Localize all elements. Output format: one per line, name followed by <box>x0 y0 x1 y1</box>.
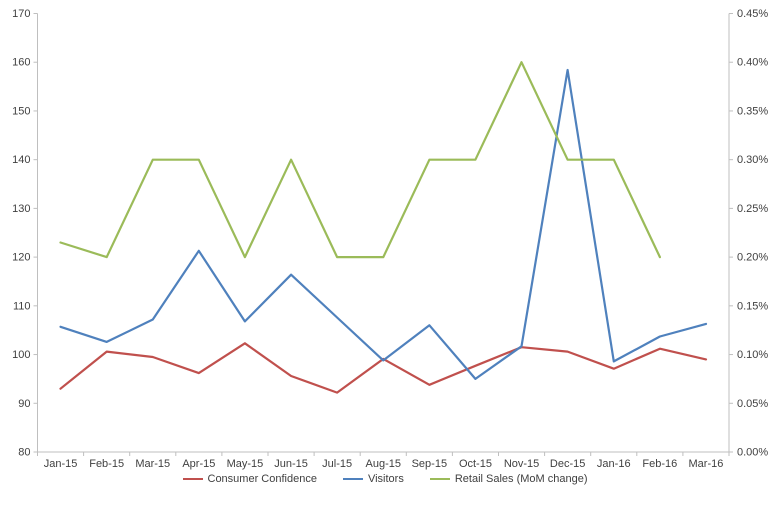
y-right-tick-label: 0.05% <box>737 398 768 410</box>
x-axis-label: Feb-15 <box>89 458 124 470</box>
legend-label: Retail Sales (MoM change) <box>454 473 588 485</box>
x-axis-label: May-15 <box>227 458 264 470</box>
y-right-tick-label: 0.15% <box>737 300 768 312</box>
legend-label: Visitors <box>367 473 404 485</box>
y-right-tick-label: 0.25% <box>737 203 768 215</box>
legend-line-swatch <box>342 478 363 480</box>
x-axis-label: Dec-15 <box>550 458 585 470</box>
x-axis-label: Mar-15 <box>135 458 170 470</box>
series-lines <box>59 61 708 394</box>
y-left-tick-label: 150 <box>12 105 30 117</box>
legend-line-swatch <box>429 478 450 480</box>
y-left-tick-label: 110 <box>13 300 31 312</box>
y-left-tick-label: 130 <box>12 203 30 215</box>
y-left-tick-label: 100 <box>12 349 30 361</box>
y-left-tick-label: 140 <box>12 154 30 166</box>
y-right-tick-label: 0.10% <box>737 349 768 361</box>
x-axis: Jan-15 Feb-15 Mar-15 Apr-15 May-15 Jun-15 Jul-… <box>37 452 730 470</box>
legend-item-visitors: Visitors <box>342 473 404 485</box>
y-left-tick-label: 170 <box>12 8 30 20</box>
axes-lines <box>37 13 730 453</box>
x-axis-label: Feb-16 <box>642 458 677 470</box>
legend-label: Consumer Confidence <box>207 473 317 485</box>
y-right-tick-label: 0.35% <box>737 105 768 117</box>
y-left-tick-label: 120 <box>12 252 30 264</box>
x-axis-label: Apr-15 <box>182 458 215 470</box>
y-axis-right: 0.00% 0.05% 0.10% 0.15% 0.20% 0.25% 0.30% 0.35%… <box>729 8 768 459</box>
y-left-tick-label: 90 <box>18 398 30 410</box>
y-right-tick-label: 0.40% <box>737 57 768 69</box>
y-right-tick-label: 0.20% <box>737 252 768 264</box>
x-axis-label: Nov-15 <box>504 458 539 470</box>
legend-line-swatch <box>182 478 203 480</box>
series-line-consumer-confidence <box>59 342 708 394</box>
x-axis-label: Aug-15 <box>366 458 401 470</box>
y-right-tick-label: 0.00% <box>737 447 768 459</box>
series-line-visitors <box>59 68 708 380</box>
series-line-retail-sales-mom-change <box>59 61 662 259</box>
x-axis-label: Jul-15 <box>322 458 352 470</box>
y-left-tick-label: 80 <box>18 447 30 459</box>
y-right-tick-label: 0.30% <box>737 154 768 166</box>
legend-item-consumer-confidence: Consumer Confidence <box>182 473 317 485</box>
x-axis-label: Sep-15 <box>412 458 447 470</box>
x-axis-label: Oct-15 <box>459 458 492 470</box>
y-axis-left: 80 90 100 110 120 130 140 150 160 170 <box>12 8 38 459</box>
chart-legend: Consumer Confidence Visitors Retail Sales … <box>0 473 770 485</box>
x-axis-label: Jan-15 <box>44 458 78 470</box>
x-axis-label: Jun-15 <box>274 458 308 470</box>
y-right-tick-label: 0.45% <box>737 8 768 20</box>
legend-item-retail-sales-mom-change: Retail Sales (MoM change) <box>429 473 588 485</box>
y-left-tick-label: 160 <box>12 57 30 69</box>
x-axis-label: Mar-16 <box>689 458 724 470</box>
x-axis-label: Jan-16 <box>597 458 631 470</box>
